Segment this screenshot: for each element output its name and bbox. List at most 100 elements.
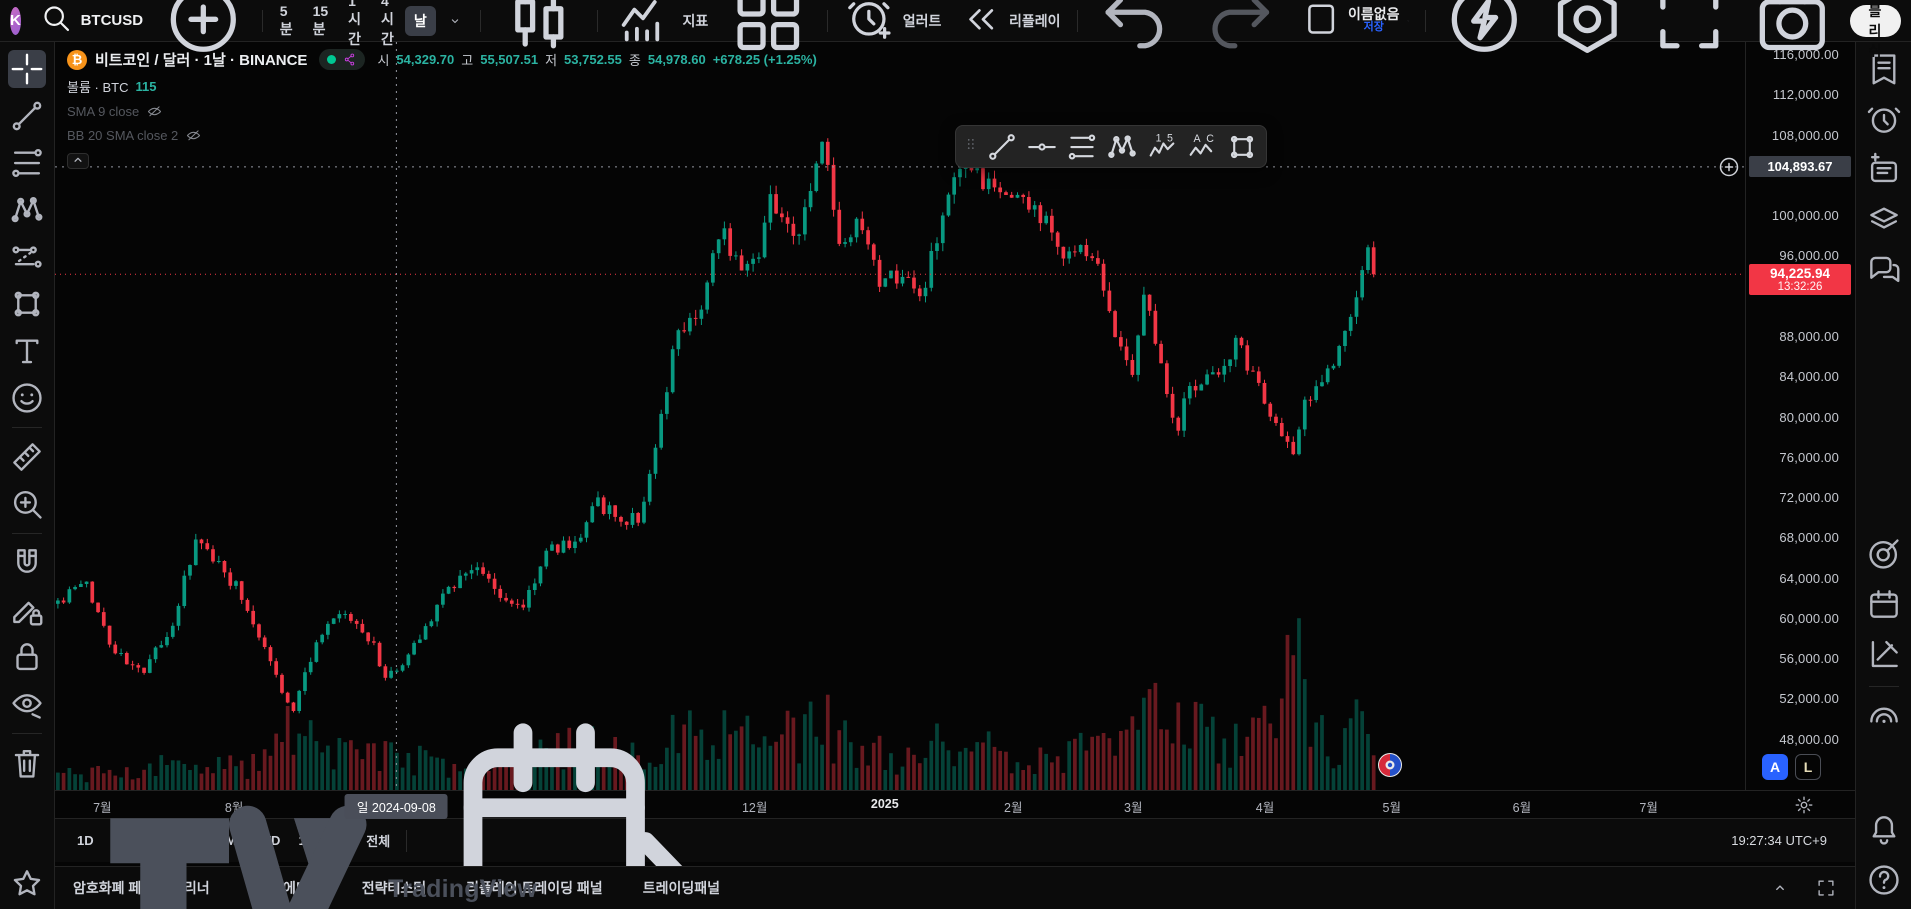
timeframe-1시간[interactable]: 1시간 bbox=[348, 0, 362, 47]
xabcd-pattern-tool[interactable] bbox=[8, 191, 46, 229]
trend-line-tool[interactable] bbox=[8, 97, 46, 135]
price-chart[interactable] bbox=[55, 42, 1745, 790]
indicator-templates-button[interactable] bbox=[718, 0, 819, 50]
fib-retracement-tool[interactable] bbox=[8, 144, 46, 182]
settings-button[interactable] bbox=[1537, 0, 1638, 53]
xabcd-pattern-draw-button[interactable] bbox=[1104, 130, 1140, 164]
add-alert-plus-icon[interactable] bbox=[1717, 155, 1741, 179]
alert-button[interactable]: 얼러트 bbox=[836, 2, 950, 39]
symbol-search-button[interactable]: BTCUSD bbox=[31, 5, 151, 37]
trash-tool[interactable] bbox=[8, 744, 46, 782]
chart-style-button[interactable] bbox=[489, 0, 590, 49]
timeframe-날[interactable]: 날 bbox=[404, 5, 436, 36]
time-tick-2025[interactable]: 2025 bbox=[870, 797, 899, 811]
bottom-tab[interactable]: 전략테스터 bbox=[361, 880, 427, 896]
rectangle-draw-button[interactable] bbox=[1224, 130, 1260, 164]
add-symbol-button[interactable] bbox=[153, 0, 254, 52]
last-price-label: 94,225.94 13:32:26 bbox=[1749, 264, 1851, 296]
price-tick: 84,000.00 bbox=[1779, 369, 1839, 385]
projection-tool[interactable] bbox=[8, 238, 46, 276]
save-link[interactable]: 저장 bbox=[1363, 21, 1384, 34]
last-price-countdown: 13:32:26 bbox=[1777, 281, 1823, 294]
undo-button[interactable] bbox=[1086, 0, 1187, 49]
magnet-tool[interactable] bbox=[8, 544, 46, 582]
symbol-title[interactable]: 비트코인 / 달러 · 1날 · BINANCE bbox=[95, 52, 308, 69]
time-tick-6월[interactable]: 6월 bbox=[1512, 801, 1532, 815]
watchlist-panel-button[interactable] bbox=[1865, 50, 1903, 88]
timeframe-5분[interactable]: 5분 bbox=[279, 2, 293, 37]
price-axis[interactable]: 104,893.67 94,225.94 13:32:26 A L 116,00… bbox=[1745, 42, 1855, 790]
ruler-tool[interactable] bbox=[8, 438, 46, 476]
star-favorites-tool[interactable] bbox=[8, 865, 46, 903]
range-1D[interactable]: 1D bbox=[77, 833, 94, 848]
object-tree-panel-button[interactable] bbox=[1865, 200, 1903, 238]
ideas-panel-button[interactable] bbox=[1865, 635, 1903, 673]
layout-button[interactable]: 이름없음 저장 bbox=[1293, 4, 1417, 37]
time-tick-2월[interactable]: 2월 bbox=[1003, 801, 1023, 815]
timeframe-menu-button[interactable] bbox=[438, 5, 472, 37]
market-status-pill[interactable] bbox=[319, 49, 366, 70]
horizontal-line-draw-button[interactable] bbox=[1024, 130, 1060, 164]
bb-indicator-label: BB 20 SMA close 2 bbox=[67, 128, 179, 143]
axis-settings-gear-icon[interactable] bbox=[1793, 794, 1815, 816]
time-tick-7월[interactable]: 7월 bbox=[1639, 801, 1658, 815]
time-tick-4월[interactable]: 4월 bbox=[1255, 801, 1275, 815]
user-avatar[interactable]: K bbox=[10, 6, 21, 35]
alerts-panel-button[interactable] bbox=[1865, 100, 1903, 138]
hotlist-panel-button[interactable] bbox=[1865, 535, 1903, 573]
publish-button[interactable]: 퍼블리쉬 bbox=[1850, 3, 1902, 59]
bottom-tab[interactable]: 리플레이 트레이딩 패널 bbox=[466, 880, 603, 896]
fib-retracement-draw-button[interactable] bbox=[1064, 130, 1100, 164]
fullscreen-button[interactable] bbox=[1639, 0, 1740, 49]
crosshair-tool[interactable] bbox=[8, 50, 46, 88]
panel-maximize-icon[interactable] bbox=[1815, 877, 1837, 899]
indicator-row-sma[interactable]: SMA 9 close bbox=[67, 103, 817, 120]
log-scale-button[interactable]: L bbox=[1795, 754, 1821, 780]
time-tick-3월[interactable]: 3월 bbox=[1123, 801, 1143, 815]
range-전체[interactable]: 전체 bbox=[366, 834, 391, 849]
indicators-icon bbox=[614, 0, 675, 53]
bell-button[interactable] bbox=[1865, 811, 1903, 849]
calendar-panel-button[interactable] bbox=[1865, 585, 1903, 623]
time-tick-5월[interactable]: 5월 bbox=[1382, 801, 1402, 815]
trend-line-draw-button[interactable] bbox=[984, 130, 1020, 164]
text-tool[interactable] bbox=[8, 332, 46, 370]
replay-button[interactable]: 리플레이 bbox=[951, 5, 1068, 37]
panel-collapse-icon[interactable] bbox=[1769, 877, 1791, 899]
hide-all-tool[interactable] bbox=[8, 685, 46, 723]
lock-all-tool[interactable] bbox=[8, 638, 46, 676]
draw-lock-tool[interactable] bbox=[8, 591, 46, 629]
chart-region: ₿ 비트코인 / 달러 · 1날 · BINANCE 시 54,329.70 고 55… bbox=[55, 42, 1855, 909]
timeframe-15분[interactable]: 15분 bbox=[312, 2, 329, 37]
drag-handle[interactable] bbox=[962, 132, 980, 162]
svg-text:A: A bbox=[1194, 133, 1202, 145]
price-tick: 108,000.00 bbox=[1771, 127, 1839, 143]
volume-row[interactable]: 볼륨 · BTC 115 bbox=[67, 77, 817, 96]
svg-text:C: C bbox=[1206, 133, 1214, 145]
auto-scale-button[interactable]: A bbox=[1762, 754, 1788, 780]
indicator-row-bb[interactable]: BB 20 SMA close 2 bbox=[67, 127, 817, 144]
legend-collapse-button[interactable] bbox=[67, 153, 89, 169]
quick-actions-button[interactable] bbox=[1434, 0, 1535, 52]
snapshot-button[interactable] bbox=[1742, 0, 1843, 50]
price-tick: 116,000.00 bbox=[1772, 47, 1839, 63]
emoji-tool[interactable] bbox=[8, 379, 46, 417]
redo-button[interactable] bbox=[1188, 0, 1289, 49]
rectangle-tool[interactable] bbox=[8, 285, 46, 323]
chat-panel-button[interactable] bbox=[1865, 250, 1903, 288]
help-button[interactable] bbox=[1865, 861, 1903, 899]
notes-panel-button[interactable] bbox=[1865, 150, 1903, 188]
eye-hidden-icon[interactable] bbox=[185, 127, 202, 144]
indicators-button[interactable]: 지표 bbox=[606, 0, 716, 42]
timeframe-4시간[interactable]: 4시간 bbox=[381, 0, 394, 47]
zoom-in-tool[interactable] bbox=[8, 485, 46, 523]
clock-display[interactable]: 19:27:34 UTC+9 bbox=[1731, 833, 1827, 848]
eye-hidden-icon[interactable] bbox=[146, 103, 163, 120]
time-tick-12월[interactable]: 12월 bbox=[741, 801, 768, 815]
waves-panel-button[interactable] bbox=[1865, 700, 1903, 738]
replay-badge[interactable] bbox=[1377, 752, 1403, 778]
time-tick-7월[interactable]: 7월 bbox=[93, 801, 112, 815]
bottom-tab[interactable]: 트레이딩패널 bbox=[642, 880, 720, 896]
